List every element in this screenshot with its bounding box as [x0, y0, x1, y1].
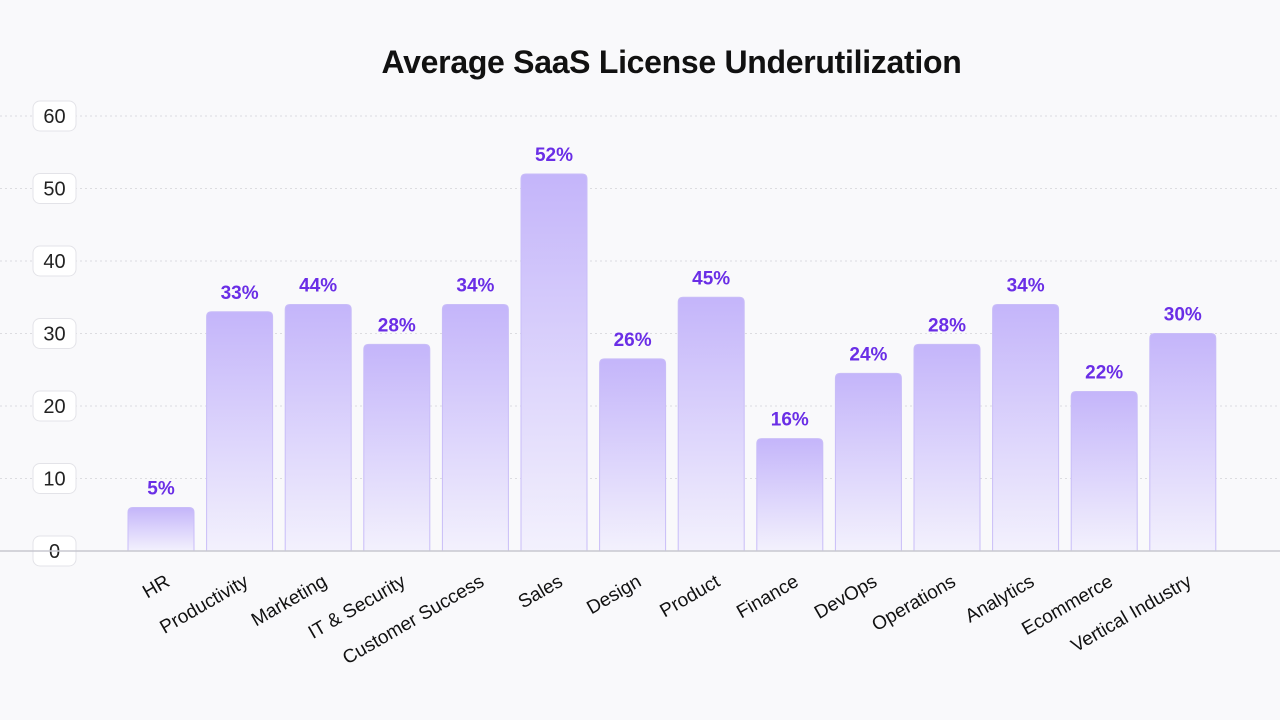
bars — [127, 173, 1217, 552]
category-label: Productivity — [157, 571, 253, 639]
y-tick: 30 — [32, 318, 77, 349]
y-tick-badge — [32, 463, 77, 494]
data-label: 28% — [378, 315, 416, 336]
y-tick-badge — [32, 390, 77, 422]
category-label: Customer Success — [339, 571, 488, 669]
data-label: 24% — [849, 344, 887, 365]
y-tick: 60 — [32, 100, 77, 132]
bar — [913, 343, 981, 552]
bar — [284, 304, 352, 552]
y-tick-label: 0 — [49, 541, 60, 563]
y-tick-label: 60 — [43, 106, 65, 128]
category-label: Finance — [733, 571, 802, 623]
data-label: 44% — [299, 276, 337, 297]
y-tick: 20 — [32, 390, 77, 422]
data-label: 52% — [535, 145, 573, 166]
chart-title: Average SaaS License Underutilization — [381, 44, 962, 80]
bar — [520, 173, 588, 552]
y-tick-badge — [32, 245, 77, 277]
bar — [599, 358, 667, 552]
bar — [127, 507, 195, 552]
data-label: 16% — [771, 410, 809, 431]
category-label: Sales — [515, 571, 567, 613]
data-label: 26% — [614, 330, 652, 351]
bar — [1149, 333, 1217, 552]
data-label: 34% — [456, 276, 494, 297]
bar — [677, 296, 745, 552]
bar — [441, 304, 509, 552]
y-tick-badge — [32, 100, 77, 132]
y-tick-badge — [32, 318, 77, 349]
bar — [834, 372, 902, 552]
bar — [756, 438, 824, 552]
y-tick-label: 10 — [43, 469, 65, 491]
category-label: Design — [583, 571, 645, 619]
y-tick-label: 50 — [43, 179, 65, 201]
bar — [206, 311, 274, 552]
y-tick: 40 — [32, 245, 77, 277]
category-label: Operations — [869, 571, 960, 636]
y-tick-badge — [32, 173, 77, 204]
y-tick-label: 30 — [43, 324, 65, 346]
y-tick: 50 — [32, 173, 77, 204]
y-tick: 10 — [32, 463, 77, 494]
bar — [363, 343, 431, 552]
data-label: 45% — [692, 268, 730, 289]
data-label: 28% — [928, 315, 966, 336]
bar — [1070, 391, 1138, 552]
y-tick-label: 40 — [43, 251, 65, 273]
data-label: 22% — [1085, 363, 1123, 384]
category-label: HR — [139, 571, 173, 603]
y-axis-ticks: 0 10 20 30 40 50 60 — [32, 100, 77, 567]
data-labels: 5% 33% 44% 28% 34% 52% 26% 45% 16% 24% 28% 34% 22% 30… — [147, 145, 1202, 500]
data-label: 33% — [221, 283, 259, 304]
category-label: Product — [656, 571, 724, 622]
data-label: 30% — [1164, 305, 1202, 326]
bar — [992, 304, 1060, 552]
data-label: 34% — [1007, 276, 1045, 297]
y-tick-label: 20 — [43, 396, 65, 418]
data-label: 5% — [147, 479, 175, 500]
